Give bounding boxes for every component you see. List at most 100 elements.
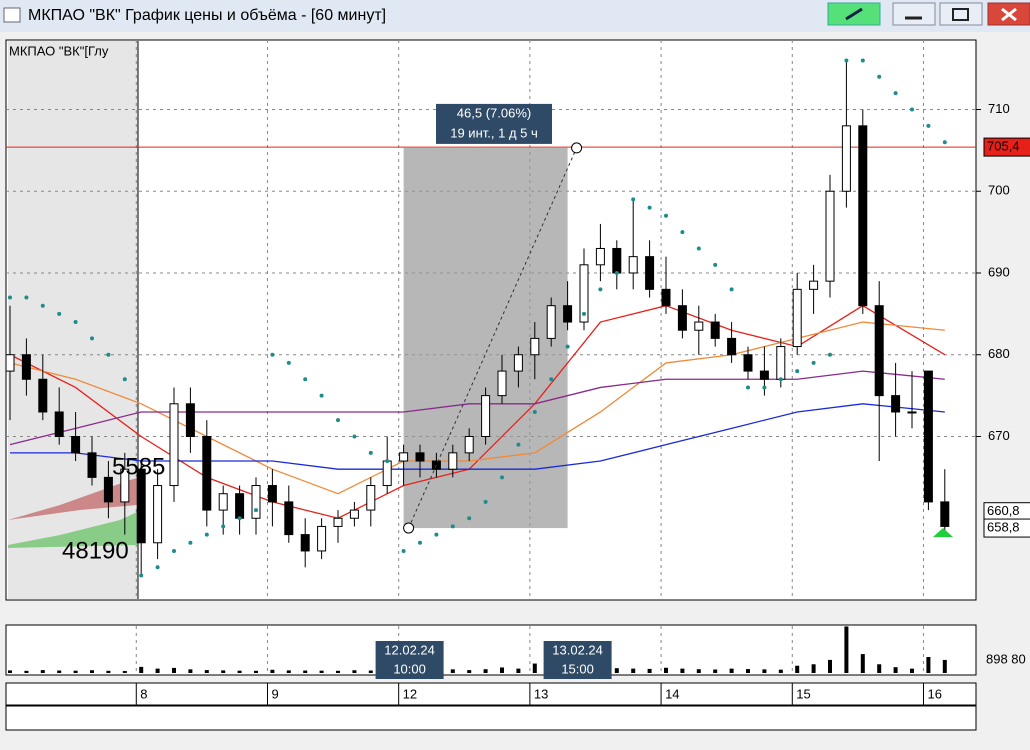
volume-bar xyxy=(188,669,193,673)
price-level-label: 660,8 xyxy=(987,503,1020,518)
volume-label: 898 80 xyxy=(986,651,1026,666)
candle-body xyxy=(595,247,605,266)
volume-bar xyxy=(106,670,111,673)
measure-sublabel: 19 инт., 1 д 5 ч xyxy=(450,125,538,140)
sar-dot xyxy=(336,418,340,423)
volume-bar xyxy=(762,669,767,673)
candle-body xyxy=(235,493,245,519)
volume-bar xyxy=(139,666,144,673)
volume-bar xyxy=(172,667,176,673)
sar-dot xyxy=(844,58,849,63)
crosshair-date: 13.02.24 xyxy=(552,642,603,657)
candle-body xyxy=(333,517,343,527)
profile-label: 48190 xyxy=(62,537,129,564)
sar-dot xyxy=(549,377,554,382)
crosshair-label-box xyxy=(543,641,612,679)
volume-bar xyxy=(204,670,209,673)
volume-bar xyxy=(746,669,750,673)
candle-body xyxy=(907,411,917,414)
candle-body xyxy=(366,485,376,511)
sar-dot xyxy=(319,393,324,398)
sar-dot xyxy=(614,270,619,275)
price-level-marker xyxy=(983,137,1030,157)
candle-body xyxy=(825,190,835,282)
candle-body xyxy=(54,411,64,437)
sar-dot xyxy=(926,123,931,128)
sar-dot xyxy=(942,140,947,145)
sar-dot xyxy=(713,262,718,267)
sar-dot xyxy=(270,352,275,357)
candle-body xyxy=(661,288,671,307)
sar-dot xyxy=(73,320,78,325)
volume-bar xyxy=(352,670,357,673)
sar-dot xyxy=(40,303,45,308)
y-tick-label: 680 xyxy=(988,346,1010,361)
candle-body xyxy=(743,354,753,372)
sar-dot xyxy=(598,287,603,292)
candle-body xyxy=(448,452,458,470)
sar-dot xyxy=(106,352,111,357)
crosshair-date: 12.02.24 xyxy=(384,642,435,657)
window-title: МКПАО "ВК" График цены и объёма - [60 ми… xyxy=(28,7,386,24)
volume-bar xyxy=(8,670,12,673)
candle-body xyxy=(940,501,950,527)
sar-dot xyxy=(221,524,226,529)
candle-body xyxy=(136,468,146,544)
volume-bar xyxy=(368,670,373,673)
sar-dot xyxy=(565,344,570,349)
sar-dot xyxy=(516,442,521,447)
volume-bar xyxy=(680,668,685,673)
candle-body xyxy=(284,501,294,536)
sar-dot xyxy=(877,74,882,79)
candle-body xyxy=(513,354,523,372)
sar-dot xyxy=(647,205,652,210)
date-label: 9 xyxy=(271,686,278,701)
volume-bar xyxy=(614,668,619,673)
app-icon xyxy=(3,7,21,23)
sar-dot xyxy=(664,213,668,218)
sar-dot xyxy=(286,360,291,365)
sar-dot xyxy=(434,532,439,537)
volume-bar xyxy=(926,657,931,673)
sar-dot xyxy=(582,311,586,316)
candle-body xyxy=(563,305,573,323)
moving-average xyxy=(10,403,945,470)
sar-dot xyxy=(680,230,685,235)
sar-dot xyxy=(122,377,127,382)
volume-bar xyxy=(729,668,734,673)
volume-profile xyxy=(8,512,137,548)
volume-bar xyxy=(696,669,701,673)
candle-body xyxy=(38,378,48,413)
candle-body xyxy=(612,247,622,274)
candle-body xyxy=(415,452,425,462)
candle-body xyxy=(218,493,228,511)
maximize-button[interactable] xyxy=(939,2,983,26)
volume-bar xyxy=(467,670,472,673)
minimize-button[interactable] xyxy=(892,2,936,26)
sar-dot xyxy=(172,548,176,553)
sar-dot xyxy=(860,58,865,63)
candle-body xyxy=(251,485,261,519)
volume-bar xyxy=(122,670,127,673)
candle-body xyxy=(759,370,769,380)
candle-body xyxy=(546,305,556,339)
date-label: 14 xyxy=(665,686,679,701)
sar-dot xyxy=(910,107,914,112)
sar-dot xyxy=(483,499,488,504)
profile-label: 5585 xyxy=(112,453,165,480)
volume-bar xyxy=(303,670,308,673)
close-icon xyxy=(1001,7,1017,22)
candle-body xyxy=(349,509,359,519)
candle-body xyxy=(5,354,15,372)
candle-body xyxy=(628,256,638,274)
scroll-area[interactable] xyxy=(5,705,977,731)
candle-body xyxy=(858,125,868,307)
instrument-label: МКПАО "ВК"[Глу xyxy=(9,43,109,58)
sar-dot xyxy=(90,336,94,341)
measure-area xyxy=(403,147,568,529)
volume-bar xyxy=(221,670,226,673)
volume-bar xyxy=(237,670,242,673)
date-label: 12 xyxy=(403,686,417,701)
candle-body xyxy=(727,337,737,356)
